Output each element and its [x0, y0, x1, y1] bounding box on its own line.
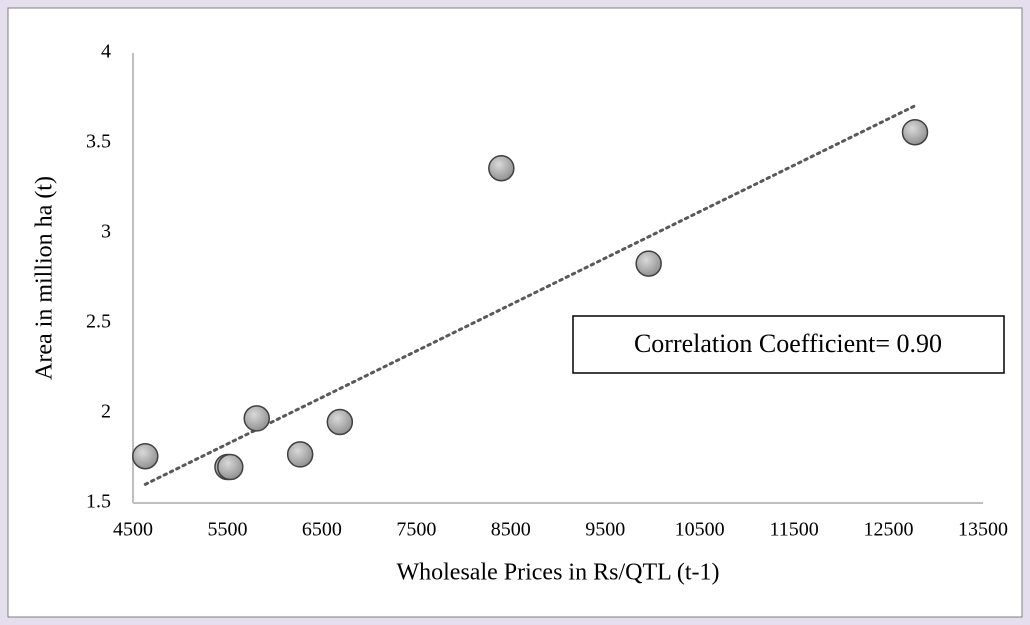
x-tick-label: 13500	[958, 519, 1008, 541]
y-axis-title: Area in million ha (t)	[32, 176, 58, 380]
y-tick-label: 1.5	[86, 491, 111, 513]
point	[635, 250, 662, 277]
point	[488, 154, 515, 182]
x-tick-label: 8500	[491, 519, 531, 541]
point	[132, 442, 159, 470]
chart-frame	[7, 7, 1023, 618]
x-tick-label: 7500	[396, 519, 436, 541]
y-tick-label: 4	[101, 41, 111, 63]
annotation-box	[572, 315, 1005, 374]
x-axis-title: Wholesale Prices in Rs/QTL (t-1)	[396, 560, 719, 586]
y-tick-label: 3	[101, 221, 111, 243]
y-tick-label: 2.5	[86, 311, 111, 333]
annotation: Correlation Coefficient= 0.90	[634, 329, 942, 358]
x-tick-label: 6500	[302, 519, 342, 541]
x-tick-label: 4500	[113, 519, 153, 541]
point	[243, 405, 270, 432]
y-tick-label: 3.5	[86, 131, 111, 153]
point	[326, 408, 354, 436]
x-tick-label: 12500	[864, 519, 914, 541]
trendline	[143, 104, 917, 486]
y-tick-label: 2	[101, 401, 111, 423]
x-tick-label: 10500	[675, 519, 725, 541]
x-tick-label: 5500	[207, 519, 247, 541]
x-tick-label: 11500	[769, 519, 818, 541]
x-tick-label: 9500	[585, 519, 625, 541]
point	[901, 118, 929, 146]
point	[286, 441, 314, 468]
point	[217, 453, 244, 481]
